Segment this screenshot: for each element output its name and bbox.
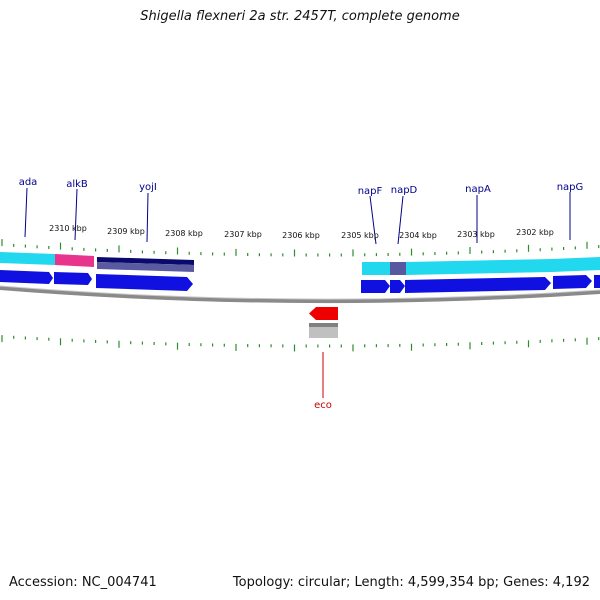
scale-labels: 2310 kbp 2309 kbp 2308 kbp 2307 kbp 2306… [49,224,554,240]
scale-label: 2309 kbp [107,227,145,236]
scale-label: 2307 kbp [224,230,262,239]
scale-label: 2304 kbp [399,231,437,240]
feature-bar-eco-bottom[interactable] [309,327,338,338]
scale-label: 2306 kbp [282,231,320,240]
scale-label: 2308 kbp [165,229,203,238]
feature-bar-alkB[interactable] [55,254,94,267]
cds-arrow-napA[interactable] [405,277,551,293]
cds-arrow-napG-next[interactable] [594,275,600,288]
scale-label: 2305 kbp [341,231,379,240]
gene-label-leaders [24,187,571,398]
scale-label: 2302 kbp [516,228,554,237]
gene-label-napD[interactable]: napD [391,185,418,196]
gene-labels: ada alkB yojI napF napD napA napG eco [19,177,584,411]
feature-bar-ada[interactable] [0,252,55,265]
feature-arrow-eco[interactable] [309,307,338,320]
accession-text: Accession: NC_004741 [9,575,157,590]
cds-arrow-napF[interactable] [361,280,390,293]
scale-label: 2310 kbp [49,224,87,233]
gene-label-napF[interactable]: napF [358,186,383,197]
feature-bar-napD[interactable] [390,262,406,275]
genome-backbone-highlight [0,285,600,300]
outer-tick-track [1,239,600,257]
genome-title: Shigella flexneri 2a str. 2457T, complet… [140,9,460,24]
cds-arrow-alkB[interactable] [54,272,92,285]
feature-bar-napA[interactable] [406,259,552,275]
cds-track [0,270,600,293]
reverse-feature-track [309,307,338,338]
gene-label-yojI[interactable]: yojI [139,182,157,193]
genome-summary-text: Topology: circular; Length: 4,599,354 bp… [232,575,590,590]
gene-label-alkB[interactable]: alkB [66,179,88,190]
feature-bar-napF[interactable] [362,262,390,275]
inner-tick-track [1,335,600,352]
cds-arrow-napD[interactable] [390,280,405,293]
leader-line-alkB [74,188,78,241]
feature-bar-napG[interactable] [552,257,600,272]
leader-line-napF [369,195,377,245]
outer-feature-track [0,252,600,275]
gene-label-napA[interactable]: napA [465,184,491,195]
cds-arrow-ada[interactable] [0,270,53,284]
gene-label-ada[interactable]: ada [19,177,38,188]
feature-bar-eco-top[interactable] [309,323,338,327]
feature-bar-yojI-top[interactable] [97,257,194,265]
gene-label-napG[interactable]: napG [557,182,584,193]
cds-arrow-napG[interactable] [553,275,592,289]
leader-line-yojI [146,192,149,243]
cds-arrow-yojI[interactable] [96,274,193,291]
feature-label-eco[interactable]: eco [314,400,332,411]
leader-line-ada [24,187,28,238]
genome-backbone [0,286,600,304]
scale-label: 2303 kbp [457,230,495,239]
feature-bar-yojI-bottom[interactable] [97,262,194,272]
leader-line-napD [397,195,404,245]
